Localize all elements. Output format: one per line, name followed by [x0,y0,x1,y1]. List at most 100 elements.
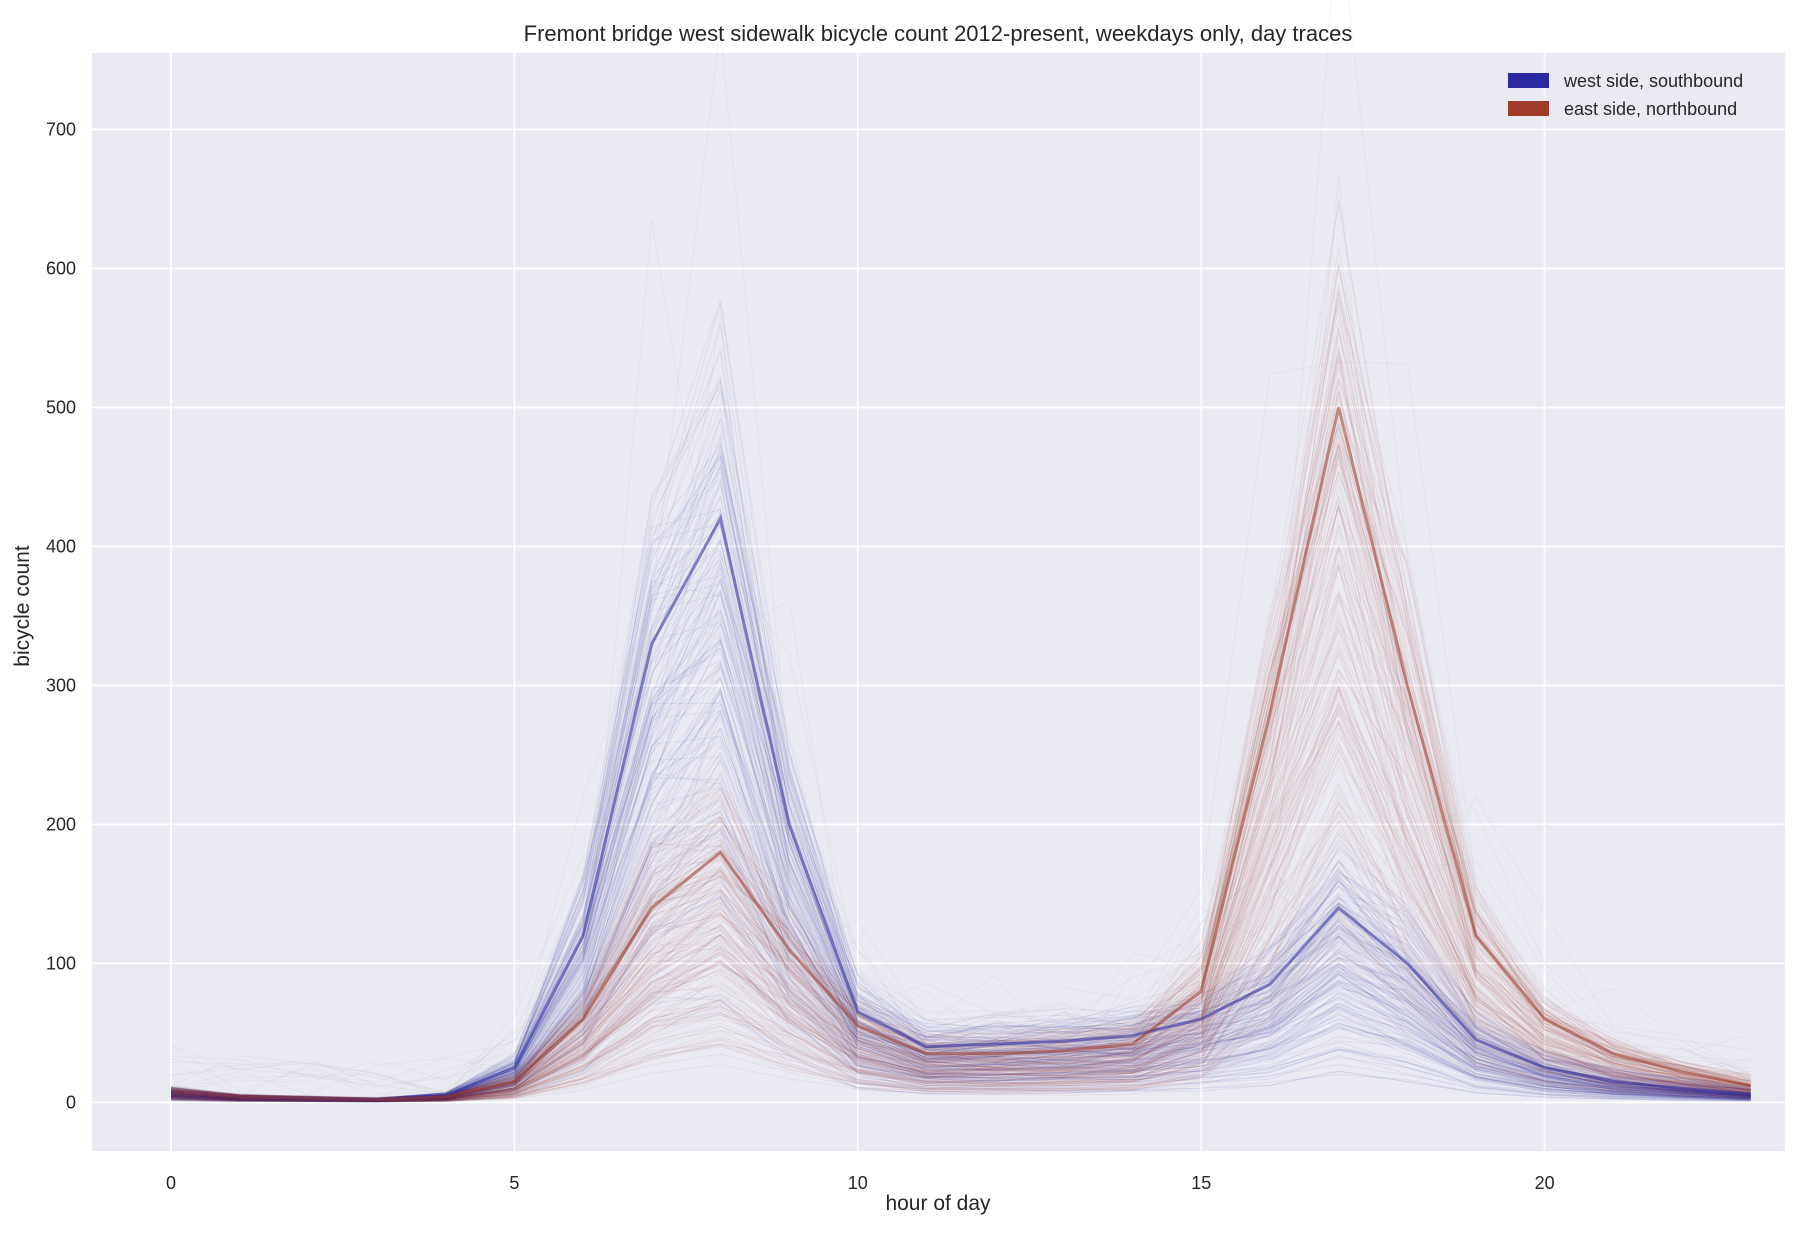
northbound-trace-99 [170,703,1751,1102]
northbound-trace-88 [170,811,1751,1102]
northbound-trace-10 [170,956,1751,1103]
southbound-trace-129 [170,481,1751,1099]
x-tick-0: 0 [166,1173,176,1193]
northbound-trace-96 [170,914,1751,1103]
x-tick-20: 20 [1535,1173,1555,1193]
southbound-trace-124 [170,903,1751,1103]
northbound-trace-137 [170,677,1751,1102]
southbound-trace-70 [170,954,1751,1103]
northbound-trace-64 [170,669,1751,1101]
southbound-trace-142 [170,744,1751,1102]
southbound-trace-19 [170,820,1751,1102]
legend-label-southbound: west side, southbound [1563,71,1743,91]
southbound-trace-89 [170,827,1751,1102]
southbound-trace-85 [170,810,1751,1102]
northbound-trace-125 [170,684,1751,1102]
southbound-trace-106 [170,808,1751,1102]
northbound-trace-169 [170,707,1751,1102]
northbound-trace-149 [170,802,1751,1102]
northbound-trace-85 [170,924,1751,1103]
southbound-trace-87 [170,836,1751,1102]
northbound-trace-142 [170,686,1751,1102]
northbound-trace-176 [170,785,1751,1102]
y-tick-500: 500 [46,397,76,417]
x-tick-5: 5 [509,1173,519,1193]
legend-label-northbound: east side, northbound [1564,99,1737,119]
y-tick-200: 200 [46,814,76,834]
northbound-trace-157 [170,598,1751,1101]
y-tick-0: 0 [66,1092,76,1112]
northbound-trace-168 [170,684,1751,1102]
northbound-typical-line [170,407,1751,1102]
y-tick-600: 600 [46,258,76,278]
southbound-trace-171 [170,820,1751,1102]
northbound-trace-71 [170,815,1751,1102]
y-tick-400: 400 [46,536,76,556]
northbound-trace-56 [170,908,1751,1102]
northbound-trace-16 [170,676,1751,1102]
southbound-trace-62 [170,877,1751,1102]
northbound-trace-152 [170,829,1751,1102]
southbound-trace-161 [170,716,1751,1102]
northbound-trace-49 [170,876,1751,1102]
southbound-trace-47 [170,851,1751,1102]
southbound-trace-31 [170,924,1751,1102]
northbound-trace-108 [170,563,1751,1101]
southbound-trace-69 [170,299,1751,1099]
outlier-trace-10 [170,26,1751,1092]
northbound-trace-107 [170,911,1751,1103]
southbound-trace-98 [170,380,1751,1099]
northbound-trace-0 [170,693,1751,1102]
northbound-trace-121 [170,781,1751,1102]
southbound-trace-34 [170,811,1751,1102]
southbound-trace-50 [170,896,1751,1102]
northbound-trace-100 [170,919,1751,1103]
southbound-trace-137 [170,895,1751,1102]
northbound-trace-93 [170,549,1751,1102]
southbound-trace-16 [170,416,1751,1100]
outlier-trace-4 [170,314,1751,1093]
southbound-trace-72 [170,451,1751,1099]
northbound-trace-177 [170,812,1751,1102]
outlier-trace-1 [170,361,1751,1094]
southbound-trace-35 [170,775,1751,1102]
southbound-trace-86 [170,851,1751,1102]
northbound-trace-63 [170,789,1751,1102]
southbound-trace-102 [170,961,1751,1103]
southbound-trace-115 [170,892,1751,1102]
southbound-trace-30 [170,844,1751,1102]
grid [92,53,1785,1151]
southbound-trace-114 [170,799,1751,1102]
southbound-trace-110 [170,758,1751,1102]
southbound-trace-130 [170,941,1751,1103]
northbound-trace-97 [170,756,1751,1102]
southbound-trace-25 [170,877,1751,1102]
northbound-trace-127 [170,900,1751,1103]
northbound-trace-156 [170,742,1751,1102]
northbound-trace-68 [170,917,1751,1103]
northbound-trace-102 [170,819,1751,1102]
northbound-trace-160 [170,709,1751,1102]
northbound-trace-50 [170,684,1751,1102]
x-tick-15: 15 [1191,1173,1211,1193]
northbound-trace-117 [170,650,1751,1102]
northbound-trace-141 [170,944,1751,1103]
x-tick-10: 10 [848,1173,868,1193]
traces [170,0,1751,1103]
x-axis-label: hour of day [885,1192,991,1215]
outlier-trace-3 [170,331,1751,1096]
southbound-trace-149 [170,829,1751,1102]
southbound-trace-66 [170,1007,1751,1103]
northbound-trace-74 [170,593,1751,1102]
northbound-trace-25 [170,740,1751,1102]
y-tick-700: 700 [46,119,76,139]
northbound-trace-39 [170,688,1751,1102]
northbound-trace-21 [170,698,1751,1102]
southbound-trace-164 [170,996,1751,1103]
northbound-trace-89 [170,668,1751,1102]
northbound-trace-174 [170,613,1751,1101]
southbound-trace-73 [170,934,1751,1103]
northbound-trace-148 [170,721,1751,1102]
northbound-trace-76 [170,833,1751,1102]
